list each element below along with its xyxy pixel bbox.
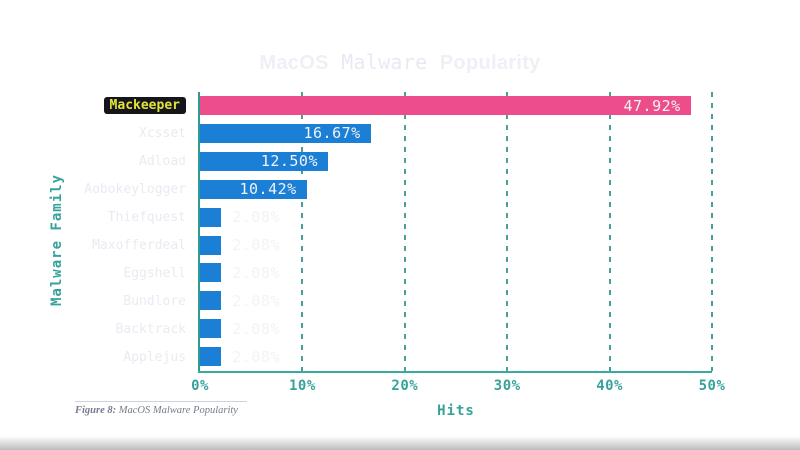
bar-row-thiefquest: 2.08%	[200, 204, 712, 232]
chart-title-part3: Popularity	[439, 52, 541, 74]
category-label-applejus: Applejus	[123, 349, 186, 365]
category-label-eggshell: Eggshell	[123, 265, 186, 281]
bar-adload: 12.50%	[200, 151, 328, 171]
value-label-bundlore: 2.08%	[232, 291, 280, 310]
bar-row-bundlore: 2.08%	[200, 287, 712, 315]
category-label-bundlore: Bundlore	[123, 293, 186, 309]
bar-row-aobokeylogger: 10.42%	[200, 176, 712, 204]
category-label-backtrack: Backtrack	[115, 321, 186, 337]
highlighted-category-pill: Mackeeper	[103, 97, 186, 115]
value-label-eggshell: 2.08%	[232, 263, 280, 282]
bar-eggshell	[200, 263, 222, 283]
bar-thiefquest	[200, 207, 222, 227]
gridline-10pct	[301, 92, 304, 371]
bar-row-maxofferdeal: 2.08%	[200, 232, 712, 260]
x-tick-50pct: 50%	[698, 378, 726, 394]
caption-text: MacOS Malware Popularity	[116, 405, 238, 416]
category-label-thiefquest: Thiefquest	[107, 210, 186, 226]
category-label-adload: Adload	[139, 154, 186, 170]
x-tick-10pct: 10%	[288, 378, 316, 394]
value-label-adload: 12.50%	[260, 152, 318, 171]
bar-row-applejus: 2.08%	[200, 343, 712, 371]
bar-row-xcsset: 16.67%	[200, 120, 712, 148]
category-label-mackeeper: Mackeeper	[0, 92, 186, 120]
left-axis-spine	[198, 92, 200, 373]
bar-row-eggshell: 2.08%	[200, 259, 712, 287]
chart-title: MacOS Malware Popularity	[0, 50, 800, 75]
category-label-xcsset: Xcsset	[139, 126, 186, 142]
category-labels: Mackeeper Xcsset Adload Aobokeylogger Thiefq…	[0, 92, 193, 371]
caption-prefix: Figure 8:	[75, 405, 117, 416]
figure-caption: Figure 8: MacOS Malware Popularity	[75, 401, 275, 416]
bar-row-mackeeper: 47.92%	[200, 92, 712, 120]
bar-bundlore	[200, 291, 222, 311]
chart-title-part1: MacOS	[259, 52, 329, 74]
x-tick-20pct: 20%	[391, 378, 419, 394]
value-label-xcsset: 16.67%	[303, 124, 361, 143]
x-tick-40pct: 40%	[596, 378, 623, 394]
gridline-40pct	[608, 92, 611, 371]
x-tick-30pct: 30%	[493, 378, 521, 394]
bar-applejus	[200, 347, 222, 367]
bar-row-backtrack: 2.08%	[200, 315, 712, 343]
bar-backtrack	[200, 319, 222, 339]
x-tick-0pct: 0%	[191, 378, 209, 394]
plot-area: 47.92% 16.67% 12.50% 10.42% 2.08% 2.08% 2.08% 2…	[198, 92, 713, 373]
category-label-aobokeylogger: Aobokeylogger	[84, 182, 186, 198]
bar-xcsset: 16.67%	[200, 123, 371, 143]
value-label-maxofferdeal: 2.08%	[232, 236, 280, 254]
value-label-backtrack: 2.08%	[232, 319, 280, 338]
chart-title-part2: Malware	[341, 50, 428, 74]
bar-maxofferdeal	[200, 235, 222, 255]
x-axis-line	[198, 371, 712, 373]
value-label-applejus: 2.08%	[232, 347, 280, 366]
gridline-50pct	[711, 92, 713, 371]
gridline-20pct	[403, 92, 406, 371]
category-label-maxofferdeal: Maxofferdeal	[92, 237, 186, 253]
value-label-mackeeper: 47.92%	[623, 96, 681, 115]
bar-series: 47.92% 16.67% 12.50% 10.42% 2.08% 2.08% 2.08% 2…	[200, 92, 712, 371]
bar-aobokeylogger: 10.42%	[200, 179, 307, 199]
gridline-30pct	[506, 92, 509, 371]
value-label-aobokeylogger: 10.42%	[239, 180, 297, 199]
bar-row-adload: 12.50%	[200, 148, 712, 176]
bar-mackeeper: 47.92%	[200, 96, 691, 115]
value-label-thiefquest: 2.08%	[232, 208, 280, 227]
x-axis-label: Hits	[437, 403, 475, 419]
caption-divider	[75, 401, 247, 402]
